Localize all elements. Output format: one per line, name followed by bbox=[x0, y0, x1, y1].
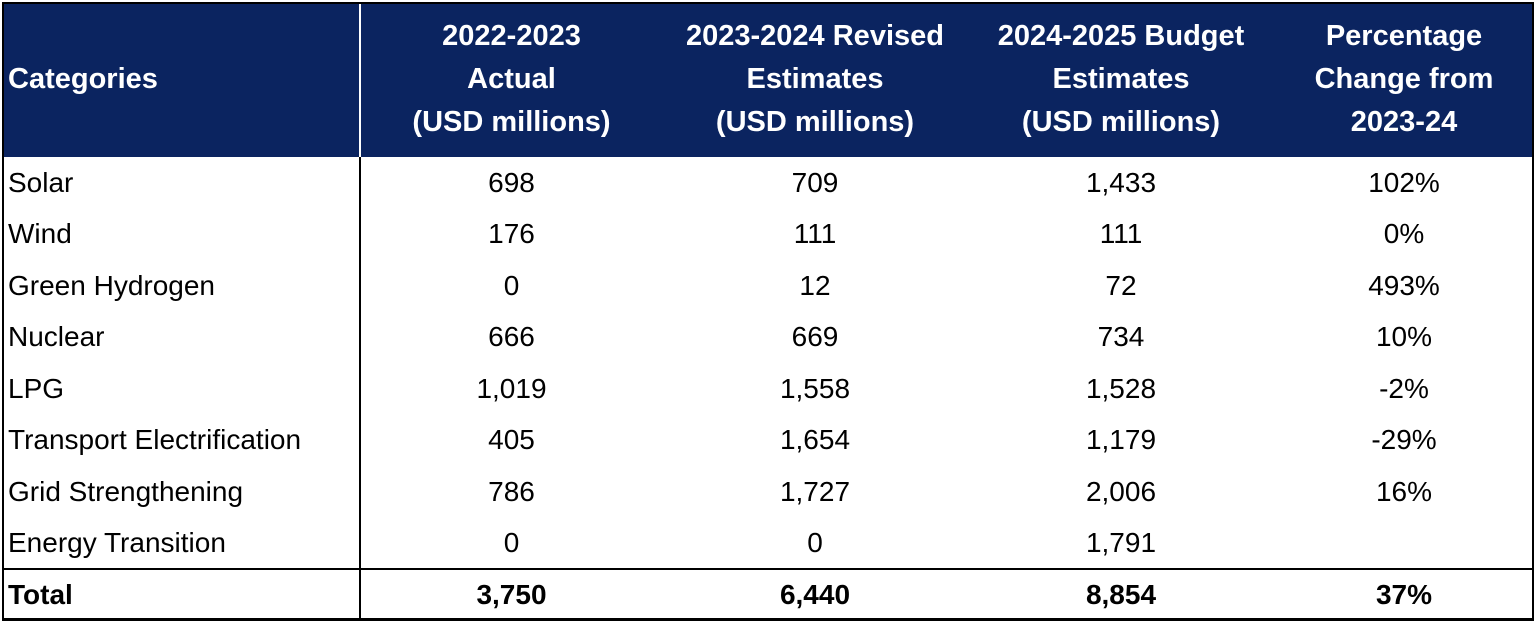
row-budget-2024-2025: 734 bbox=[1097, 321, 1145, 353]
row-category: Wind bbox=[2, 208, 361, 260]
row-category: Green Hydrogen bbox=[2, 260, 361, 312]
total-label: Total bbox=[2, 568, 361, 621]
table-row: Green Hydrogen 0 12 72 493% bbox=[2, 260, 1534, 312]
row-revised-2023-2024: 1,558 bbox=[779, 372, 851, 404]
table-row: Nuclear 666 669 734 10% bbox=[2, 311, 1534, 363]
table-row: Solar 698 709 1,433 102% bbox=[2, 157, 1534, 209]
row-percentage-change: 102% bbox=[1368, 166, 1440, 198]
row-budget-2024-2025: 1,791 bbox=[1085, 526, 1157, 558]
table-row: Grid Strengthening 786 1,727 2,006 16% bbox=[2, 466, 1534, 518]
row-revised-2023-2024: 111 bbox=[793, 218, 837, 250]
table-row: LPG 1,019 1,558 1,528 -2% bbox=[2, 363, 1534, 415]
total-row: Total 3,750 6,440 8,854 37% bbox=[2, 568, 1534, 621]
table-body: Solar 698 709 1,433 102% Wind 176 111 11… bbox=[2, 157, 1534, 621]
row-percentage-change: 0% bbox=[1383, 218, 1425, 250]
row-percentage-change: -29% bbox=[1371, 424, 1437, 456]
row-category: LPG bbox=[2, 363, 361, 415]
table-row: Energy Transition 0 0 1,791 bbox=[2, 517, 1534, 570]
row-actual-2022-2023: 666 bbox=[488, 321, 535, 353]
header-2023-2024-revised: 2023-2024 Revised Estimates (USD million… bbox=[662, 2, 968, 157]
row-budget-2024-2025: 1,179 bbox=[1085, 424, 1157, 456]
row-actual-2022-2023: 405 bbox=[488, 424, 535, 456]
row-actual-2022-2023: 786 bbox=[488, 475, 535, 507]
row-revised-2023-2024: 669 bbox=[791, 321, 839, 353]
header-2024-2025-budget: 2024-2025 Budget Estimates (USD millions… bbox=[968, 2, 1274, 157]
row-category: Energy Transition bbox=[2, 517, 361, 569]
row-actual-2022-2023: 698 bbox=[488, 166, 535, 198]
row-percentage-change: 10% bbox=[1375, 321, 1433, 353]
header-row: Categories 2022-2023 Actual (USD million… bbox=[2, 2, 1534, 157]
row-budget-2024-2025: 1,433 bbox=[1085, 166, 1157, 198]
row-revised-2023-2024: 1,727 bbox=[779, 475, 851, 507]
row-revised-2023-2024: 1,654 bbox=[779, 424, 851, 456]
row-category: Grid Strengthening bbox=[2, 466, 361, 518]
header-2022-2023-actual: 2022-2023 Actual (USD millions) bbox=[360, 2, 662, 157]
row-category: Solar bbox=[2, 157, 361, 209]
row-category: Transport Electrification bbox=[2, 414, 361, 466]
row-actual-2022-2023: 176 bbox=[488, 218, 535, 250]
row-actual-2022-2023: 0 bbox=[503, 269, 520, 301]
row-percentage-change bbox=[1274, 518, 1534, 570]
row-budget-2024-2025: 2,006 bbox=[1085, 475, 1157, 507]
row-revised-2023-2024: 709 bbox=[791, 166, 839, 198]
table-row: Transport Electrification 405 1,654 1,17… bbox=[2, 414, 1534, 466]
row-actual-2022-2023: 0 bbox=[503, 526, 520, 558]
row-percentage-change: 493% bbox=[1368, 269, 1440, 301]
header-categories: Categories bbox=[2, 2, 361, 157]
row-percentage-change: -2% bbox=[1379, 372, 1429, 404]
row-category: Nuclear bbox=[2, 311, 361, 363]
total-percentage-change: 37% bbox=[1274, 568, 1534, 621]
row-budget-2024-2025: 1,528 bbox=[1085, 372, 1157, 404]
row-percentage-change: 16% bbox=[1375, 475, 1433, 507]
header-percentage-change: Percentage Change from 2023-24 bbox=[1274, 2, 1534, 157]
row-budget-2024-2025: 72 bbox=[1105, 269, 1137, 301]
row-actual-2022-2023: 1,019 bbox=[476, 372, 547, 404]
total-budget-2024-2025: 8,854 bbox=[968, 568, 1274, 621]
total-actual-2022-2023: 3,750 bbox=[360, 568, 662, 621]
row-revised-2023-2024: 0 bbox=[807, 526, 823, 558]
row-revised-2023-2024: 12 bbox=[799, 269, 831, 301]
row-budget-2024-2025: 111 bbox=[1099, 218, 1143, 250]
table-row: Wind 176 111 111 0% bbox=[2, 208, 1534, 260]
total-revised-2023-2024: 6,440 bbox=[662, 568, 968, 621]
